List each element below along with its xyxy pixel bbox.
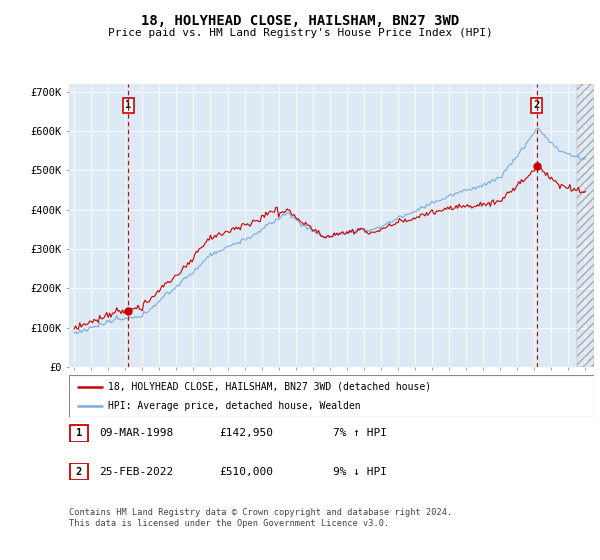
Text: Price paid vs. HM Land Registry's House Price Index (HPI): Price paid vs. HM Land Registry's House … bbox=[107, 28, 493, 38]
Text: £510,000: £510,000 bbox=[219, 466, 273, 477]
Text: Contains HM Land Registry data © Crown copyright and database right 2024.
This d: Contains HM Land Registry data © Crown c… bbox=[69, 508, 452, 528]
Text: 18, HOLYHEAD CLOSE, HAILSHAM, BN27 3WD: 18, HOLYHEAD CLOSE, HAILSHAM, BN27 3WD bbox=[141, 14, 459, 28]
Text: £142,950: £142,950 bbox=[219, 428, 273, 438]
Text: 7% ↑ HPI: 7% ↑ HPI bbox=[333, 428, 387, 438]
Text: 1: 1 bbox=[125, 100, 131, 110]
Text: 18, HOLYHEAD CLOSE, HAILSHAM, BN27 3WD (detached house): 18, HOLYHEAD CLOSE, HAILSHAM, BN27 3WD (… bbox=[109, 381, 431, 391]
Text: 2: 2 bbox=[76, 466, 82, 477]
Text: 09-MAR-1998: 09-MAR-1998 bbox=[99, 428, 173, 438]
Text: 25-FEB-2022: 25-FEB-2022 bbox=[99, 466, 173, 477]
Text: 1: 1 bbox=[76, 428, 82, 438]
Text: HPI: Average price, detached house, Wealden: HPI: Average price, detached house, Weal… bbox=[109, 401, 361, 411]
Text: 9% ↓ HPI: 9% ↓ HPI bbox=[333, 466, 387, 477]
Text: 2: 2 bbox=[533, 100, 539, 110]
